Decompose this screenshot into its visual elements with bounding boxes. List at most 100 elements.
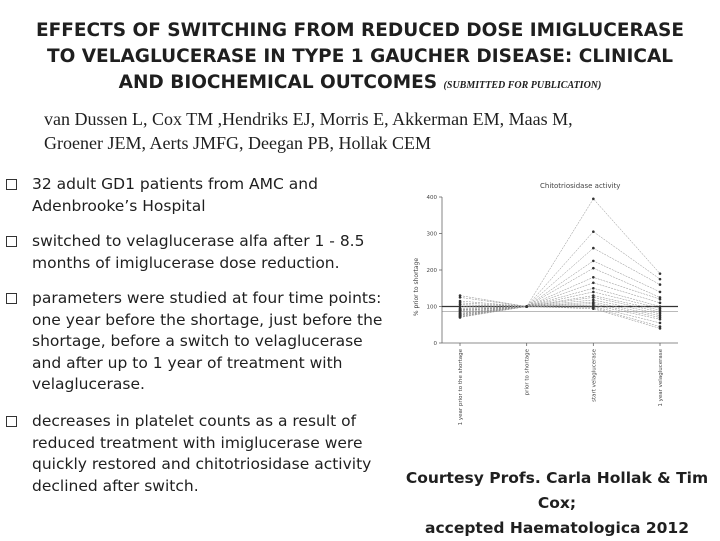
data-point [658, 310, 662, 314]
chart-title: Chitotriosidase activity [540, 182, 620, 190]
series-line [459, 299, 661, 315]
data-point [458, 316, 462, 319]
data-point [658, 272, 662, 275]
series-line [459, 282, 661, 309]
checkbox-bullet-icon [6, 236, 17, 247]
data-point [658, 327, 662, 330]
checkbox-bullet-icon [6, 293, 17, 304]
bullet-item: switched to velaglucerase alfa after 1 -… [6, 231, 412, 274]
data-point [525, 305, 528, 308]
title-line-2: TO VELAGLUCERASE IN TYPE 1 GAUCHER DISEA… [46, 46, 674, 67]
checkbox-bullet-icon [6, 416, 17, 427]
series-line [459, 287, 661, 310]
y-tick-label: 100 [427, 305, 438, 311]
bullet-item: 32 adult GD1 patients from AMC and Adenb… [6, 174, 412, 217]
data-point [592, 259, 595, 263]
data-point [458, 296, 462, 299]
x-tick-label: prior to shortage [525, 348, 531, 395]
data-point [458, 305, 462, 308]
data-point [592, 294, 595, 297]
data-point [592, 296, 595, 299]
author-list: van Dussen L, Cox TM ,Hendriks EJ, Morri… [44, 107, 704, 155]
data-point [658, 321, 662, 325]
data-point [592, 298, 595, 302]
series-line [459, 295, 661, 312]
series-line [459, 267, 661, 307]
series-line [459, 231, 661, 307]
data-point [592, 286, 595, 290]
bullet-line: decreases in platelet counts as a result… [32, 412, 357, 430]
x-tick-label: 1 year prior to the shortage [458, 348, 464, 425]
bullet-line: velaglucerase. [32, 375, 145, 393]
series-line [459, 198, 661, 307]
series-line [459, 260, 661, 307]
submission-note: (SUBMITTED FOR PUBLICATION) [443, 80, 602, 91]
authors-line-1: van Dussen L, Cox TM ,Hendriks EJ, Morri… [44, 109, 573, 129]
plot-area: 0 100 200 300 400 1 year prior to the shortag… [427, 195, 678, 425]
series-line [459, 247, 661, 307]
data-point [592, 230, 595, 233]
data-point [592, 197, 595, 201]
bullet-line: months of imiglucerase dose reduction. [32, 253, 340, 272]
data-point [658, 325, 662, 328]
data-point [592, 266, 595, 270]
courtesy-note: Courtesy Profs. Carla Hollak & Tim Cox; … [392, 466, 720, 541]
data-point [592, 290, 595, 294]
data-point [658, 308, 662, 312]
series-line [459, 306, 661, 327]
bullet-line: switched to velaglucerase alfa after 1 -… [32, 232, 365, 250]
bullet-item: decreases in platelet counts as a result… [6, 411, 412, 497]
data-point [658, 277, 662, 281]
y-axis-label: % prior to shortage [413, 258, 420, 316]
title-line-3: AND BIOCHEMICAL OUTCOMES (SUBMITTED FOR … [20, 70, 700, 99]
series-line [459, 304, 661, 320]
chitotriosidase-chart: Chitotriosidase activity % prior to shor… [413, 182, 678, 425]
bullet-line: Adenbrooke’s Hospital [32, 196, 206, 215]
y-tick-label: 300 [427, 232, 438, 238]
y-tick-label: 400 [427, 195, 438, 201]
series-line [459, 303, 661, 318]
data-point [658, 312, 662, 316]
data-point [592, 307, 595, 310]
courtesy-line-1: Courtesy Profs. Carla Hollak & Tim Cox; [405, 469, 709, 512]
data-point [658, 297, 662, 301]
data-point [658, 296, 662, 299]
checkbox-bullet-icon [6, 179, 17, 190]
y-tick-label: 0 [434, 341, 438, 347]
data-point [458, 301, 462, 305]
data-point [592, 276, 595, 279]
data-point [658, 301, 662, 305]
data-point [592, 246, 595, 250]
series-line [459, 301, 661, 316]
courtesy-line-2: accepted Haematologica 2012 [424, 519, 690, 537]
bullet-line: one year before the shortage, just befor… [32, 310, 383, 329]
data-point [658, 314, 662, 317]
series-line [459, 291, 661, 311]
authors-line-2: Groener JEM, Aerts JMFG, Deegan PB, Holl… [44, 133, 431, 153]
series-line [459, 306, 661, 329]
x-tick-label: start velaglucerase [591, 348, 597, 402]
series-line [460, 277, 661, 307]
data-point [658, 290, 662, 294]
data-point [458, 299, 462, 303]
title-line-3-text: AND BIOCHEMICAL OUTCOMES [118, 72, 438, 93]
series-line [459, 297, 661, 313]
title-line-1: EFFECTS OF SWITCHING FROM REDUCED DOSE I… [35, 20, 685, 41]
data-point [458, 294, 462, 297]
y-tick-label: 200 [427, 268, 438, 274]
data-point [592, 281, 595, 285]
data-point [658, 317, 662, 321]
bullet-line: parameters were studied at four time poi… [32, 289, 382, 307]
slide-title: EFFECTS OF SWITCHING FROM REDUCED DOSE I… [20, 18, 700, 99]
bullet-line: quickly restored and chitotriosidase act… [32, 455, 372, 473]
x-tick-label: 1 year velaglucerase [658, 348, 664, 406]
bullet-item: parameters were studied at four time poi… [6, 288, 412, 396]
data-point [658, 307, 662, 310]
bullet-line: declined after switch. [32, 476, 199, 495]
data-point [658, 316, 662, 319]
data-point [658, 283, 662, 286]
bullet-line: shortage, before a switch to velaglucera… [32, 332, 363, 350]
bullet-line: reduced treatment with imiglucerase were [32, 433, 363, 452]
bullet-line: 32 adult GD1 patients from AMC and [32, 175, 318, 193]
data-point [658, 305, 662, 308]
